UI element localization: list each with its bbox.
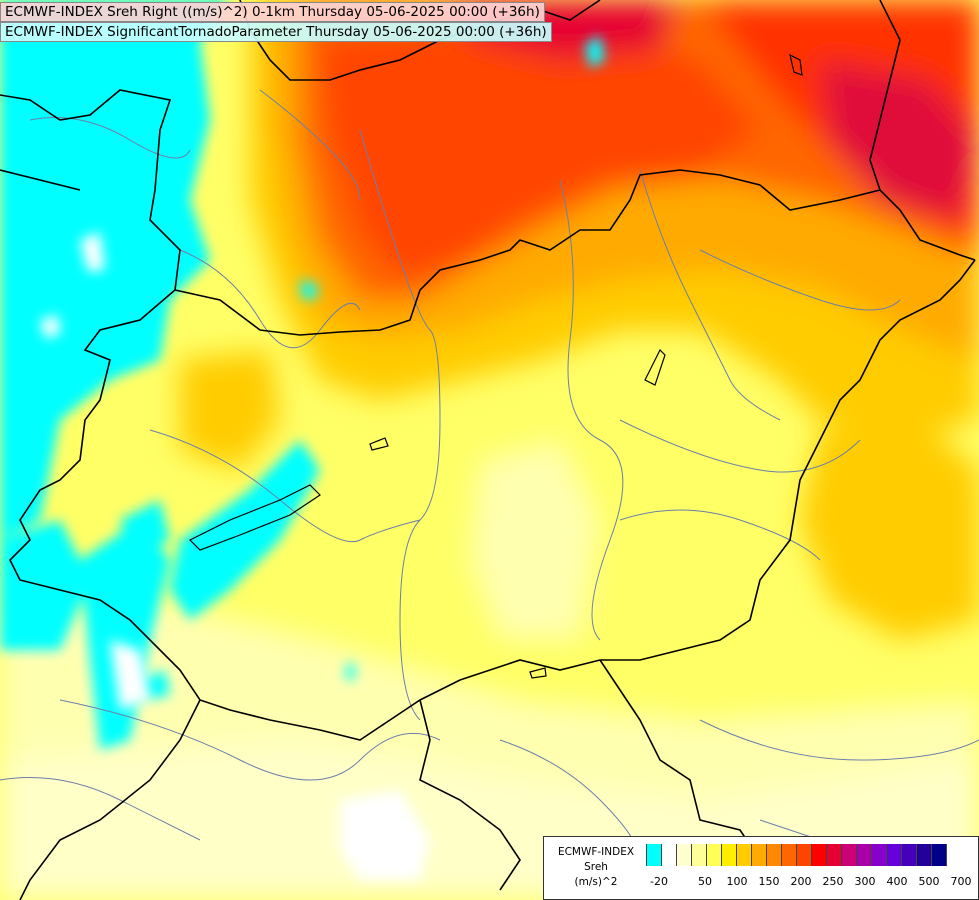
legend-tick: 250 — [822, 875, 844, 888]
legend-swatch — [887, 844, 902, 866]
legend-swatch — [722, 844, 737, 866]
legend-tick: 150 — [758, 875, 780, 888]
stp-field — [0, 0, 605, 750]
legend-tick-labels: -20 50 100 150 200 250 300 400 500 700 — [646, 875, 972, 891]
legend-tick: 100 — [726, 875, 748, 888]
legend-swatch — [692, 844, 707, 866]
legend: ECMWF-INDEX Sreh (m/s)^2 -20 50 100 150 200 2… — [543, 836, 979, 900]
legend-swatch — [737, 844, 752, 866]
white-pockets — [40, 232, 430, 880]
legend-swatch — [767, 844, 782, 866]
legend-tick: 400 — [886, 875, 908, 888]
legend-swatch — [662, 844, 677, 866]
rivers — [0, 89, 979, 861]
legend-tick: 500 — [918, 875, 940, 888]
title-stp: ECMWF-INDEX SignificantTornadoParameter … — [0, 22, 552, 42]
legend-swatch — [827, 844, 842, 866]
legend-tick: -20 — [650, 875, 668, 888]
legend-units: (m/s)^2 — [574, 876, 618, 888]
legend-swatch — [707, 844, 722, 866]
legend-title: ECMWF-INDEX Sreh (m/s)^2 — [548, 845, 644, 890]
legend-variable: Sreh — [584, 861, 608, 873]
legend-swatch — [917, 844, 932, 866]
legend-swatch — [752, 844, 767, 866]
legend-colorbar — [646, 844, 947, 866]
legend-swatch — [782, 844, 797, 866]
lakes — [188, 53, 803, 679]
legend-swatch — [872, 844, 887, 866]
legend-tick: 50 — [698, 875, 712, 888]
legend-swatch — [842, 844, 857, 866]
legend-tick: 200 — [790, 875, 812, 888]
legend-swatch — [677, 844, 692, 866]
legend-swatch — [646, 844, 662, 866]
legend-swatch — [857, 844, 872, 866]
legend-swatch — [812, 844, 827, 866]
legend-source: ECMWF-INDEX — [557, 846, 635, 858]
title-sreh: ECMWF-INDEX Sreh Right ((m/s)^2) 0-1km T… — [0, 2, 545, 22]
legend-swatch — [797, 844, 812, 866]
legend-swatch — [902, 844, 917, 866]
legend-tick: 300 — [854, 875, 876, 888]
legend-tick: 700 — [950, 875, 972, 888]
legend-swatch — [932, 844, 947, 866]
